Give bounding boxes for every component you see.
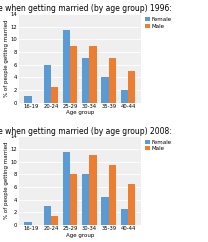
Legend: Female, Male: Female, Male — [145, 17, 172, 30]
Bar — [109, 165, 116, 225]
Bar — [82, 58, 89, 103]
X-axis label: Age group: Age group — [66, 233, 94, 238]
Bar — [109, 58, 116, 103]
Bar — [63, 30, 70, 103]
Bar — [43, 65, 51, 103]
Bar — [70, 174, 78, 225]
Bar — [70, 46, 78, 103]
Bar — [128, 71, 135, 103]
Bar — [101, 197, 109, 225]
Bar — [128, 184, 135, 225]
Y-axis label: % of people getting married: % of people getting married — [4, 20, 9, 97]
Bar — [89, 46, 97, 103]
Bar — [121, 90, 128, 103]
Bar — [82, 174, 89, 225]
Bar — [24, 222, 32, 225]
Bar — [89, 155, 97, 225]
Bar — [121, 209, 128, 225]
Y-axis label: % of people getting married: % of people getting married — [4, 142, 9, 219]
Bar — [101, 77, 109, 103]
Bar — [51, 87, 58, 103]
Bar — [51, 216, 58, 225]
Bar — [43, 206, 51, 225]
Title: Age when getting married (by age group) 2008:: Age when getting married (by age group) … — [0, 127, 172, 136]
Bar — [24, 96, 32, 103]
Legend: Female, Male: Female, Male — [145, 139, 172, 152]
Bar — [63, 152, 70, 225]
X-axis label: Age group: Age group — [66, 110, 94, 115]
Title: Age when getting married (by age group) 1996:: Age when getting married (by age group) … — [0, 4, 172, 13]
